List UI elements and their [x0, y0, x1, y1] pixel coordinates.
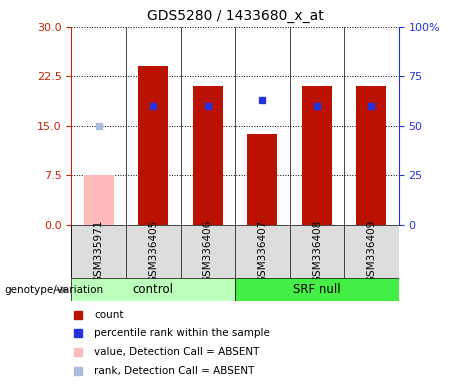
Text: control: control [133, 283, 174, 296]
Text: GSM336405: GSM336405 [148, 220, 158, 283]
Text: percentile rank within the sample: percentile rank within the sample [95, 328, 270, 338]
Bar [302, 86, 332, 225]
Text: genotype/variation: genotype/variation [5, 285, 104, 295]
Bar [71, 278, 235, 301]
Text: count: count [95, 310, 124, 319]
Bar [235, 278, 399, 301]
Text: SRF null: SRF null [293, 283, 341, 296]
Title: GDS5280 / 1433680_x_at: GDS5280 / 1433680_x_at [147, 9, 324, 23]
Text: GSM336409: GSM336409 [366, 220, 377, 283]
Text: GSM335971: GSM335971 [94, 220, 104, 283]
Text: GSM336407: GSM336407 [257, 220, 267, 283]
Text: GSM336406: GSM336406 [203, 220, 213, 283]
Text: GSM336408: GSM336408 [312, 220, 322, 283]
Bar [248, 134, 278, 225]
Bar [356, 86, 386, 225]
Text: rank, Detection Call = ABSENT: rank, Detection Call = ABSENT [95, 366, 255, 376]
Text: value, Detection Call = ABSENT: value, Detection Call = ABSENT [95, 347, 260, 357]
Bar [138, 66, 168, 225]
Bar [193, 86, 223, 225]
Bar [84, 175, 114, 225]
